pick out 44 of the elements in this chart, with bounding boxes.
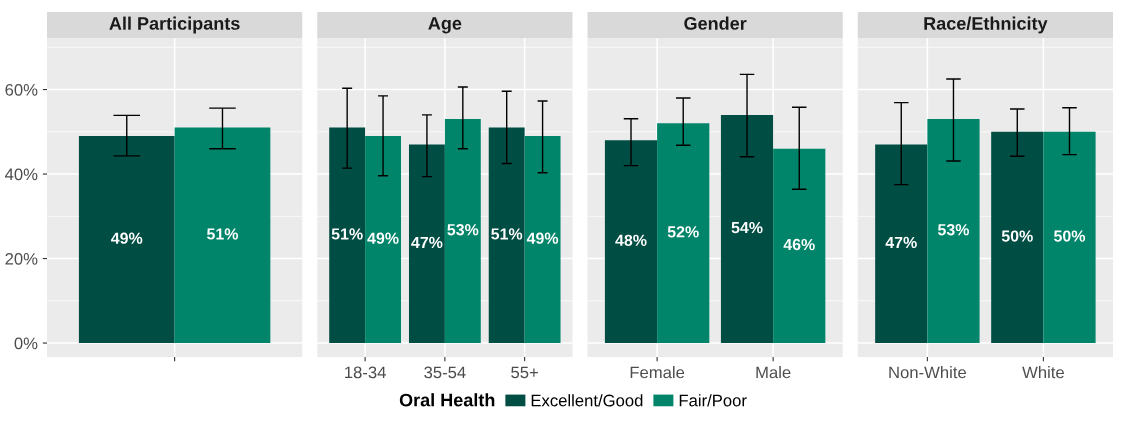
legend-title: Oral Health (399, 393, 495, 407)
legend-label: Excellent/Good (531, 394, 643, 407)
y-tick-label: 60% (5, 83, 38, 96)
y-tick-label: 0% (14, 337, 38, 350)
data-label: 49% (367, 232, 399, 244)
chart-title: Age (428, 17, 462, 34)
data-label: 52% (667, 226, 699, 238)
data-label: 51% (206, 228, 239, 240)
data-label: 47% (885, 236, 917, 249)
chart-title: Gender (684, 16, 747, 30)
bar (488, 127, 525, 344)
bar (444, 119, 481, 344)
chart-title: All Participants (109, 16, 240, 34)
x-tick-label: Male (756, 366, 791, 379)
data-label: 49% (111, 232, 143, 244)
data-label: 51% (331, 228, 363, 240)
bar (773, 148, 826, 344)
x-tick-label: 18-34 (345, 366, 386, 379)
x-tick-label: Female (630, 366, 685, 379)
data-label: 48% (615, 234, 647, 246)
bar (720, 114, 774, 344)
data-label: 50% (1001, 230, 1033, 242)
legend-label: Fair/Poor (679, 394, 747, 407)
bar (408, 144, 445, 344)
data-label: 47% (411, 236, 443, 249)
data-label: 46% (783, 238, 815, 251)
bar (524, 136, 561, 344)
data-label: 49% (526, 232, 559, 244)
bar (604, 140, 658, 344)
bar (329, 127, 366, 344)
x-tick-label: 35-54 (424, 366, 466, 379)
data-label: 50% (1054, 230, 1086, 242)
x-tick-label: Non-White (889, 366, 966, 379)
data-label: 53% (937, 224, 970, 236)
x-tick-label: 55+ (511, 366, 538, 379)
x-tick-label: White (1022, 366, 1064, 379)
y-tick-label: 40% (5, 168, 38, 181)
data-label: 54% (731, 221, 763, 234)
data-label: 53% (447, 224, 479, 236)
data-label: 51% (491, 228, 523, 240)
y-tick-label: 20% (5, 252, 38, 265)
bar (365, 136, 401, 344)
bar (657, 123, 710, 344)
chart-title: Race/Ethnicity (924, 16, 1048, 34)
